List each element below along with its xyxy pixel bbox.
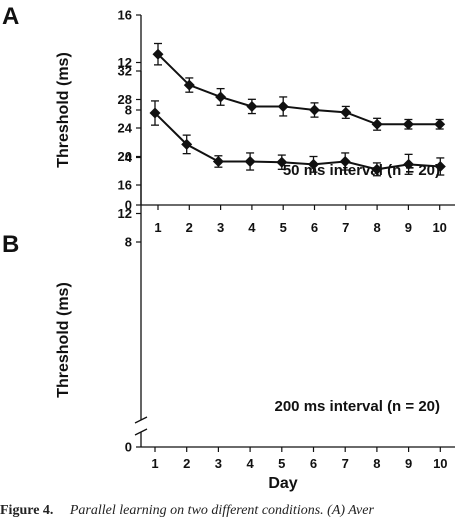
panel-a-series-line xyxy=(157,53,440,126)
panel-b-annotation: 200 ms interval (n = 20) xyxy=(275,398,441,415)
panel-a-x-tick-label: 6 xyxy=(311,220,318,235)
panel-b-axis-break-mark xyxy=(134,416,148,424)
panel-a-x-tick-label: 5 xyxy=(280,220,287,235)
figure-caption: Figure 4. Parallel learning on two diffe… xyxy=(0,501,374,517)
panel-a-data-point xyxy=(246,100,258,112)
panel-b-data-point xyxy=(149,107,161,119)
panel-b-x-tick-label: 6 xyxy=(310,456,317,471)
panel-b-y-tick-label: 16 xyxy=(118,178,132,193)
panel-a-x-tick-label: 4 xyxy=(248,220,256,235)
panel-b-series-line xyxy=(154,112,441,171)
panel-b-y-tick-label: 32 xyxy=(118,64,132,79)
panel-b-data-point xyxy=(276,156,288,168)
panel-a-x-tick-label: 2 xyxy=(186,220,193,235)
panel-a-y-tick-label: 16 xyxy=(118,8,132,23)
panel-b-data-point xyxy=(339,155,351,167)
panel-b-data-point xyxy=(434,160,446,172)
panel-a-x-tick-label: 10 xyxy=(432,220,446,235)
panel-a-data-point xyxy=(152,48,164,60)
panel-b-x-tick-label: 9 xyxy=(405,456,412,471)
panel-a-x-tick-label: 3 xyxy=(217,220,224,235)
panel-a-data-point xyxy=(309,104,320,116)
panel-a-data-point xyxy=(402,118,414,130)
panel-a-data-point xyxy=(371,118,383,130)
panel-b-y-tick-label: 8 xyxy=(125,235,132,250)
panel-a-data-point xyxy=(277,100,289,112)
panel-b-data-point xyxy=(181,138,193,150)
panel-b-x-tick-label: 1 xyxy=(151,456,158,471)
panel-b-data-point xyxy=(371,163,383,175)
panel-b-y-tick-label: 12 xyxy=(118,206,132,221)
panel-a-y-tick-label: 12 xyxy=(118,55,132,70)
panel-b-data-point xyxy=(308,158,319,170)
panel-b-data-point xyxy=(244,155,256,167)
panel-b-xlabel: Day xyxy=(268,475,297,492)
panel-b-data-point xyxy=(403,158,415,170)
caption-text: Parallel learning on two different condi… xyxy=(69,503,375,517)
panel-b-x-tick-label: 4 xyxy=(246,456,254,471)
panel-b-y-tick-label: 0 xyxy=(125,440,132,455)
panel-a-letter: A xyxy=(2,3,19,30)
panel-a-x-tick-label: 1 xyxy=(154,220,161,235)
panel-b-ylabel: Threshold (ms) xyxy=(55,282,72,398)
panel-a-x-tick-label: 7 xyxy=(342,220,349,235)
panel-b-x-tick-label: 7 xyxy=(342,456,349,471)
panel-a-y-tick-label: 4 xyxy=(125,150,133,165)
panel-b-data-point xyxy=(212,155,224,167)
caption-label: Figure 4. xyxy=(0,503,53,517)
panel-a-x-tick-label: 9 xyxy=(405,220,412,235)
panel-b-x-tick-label: 2 xyxy=(183,456,190,471)
panel-b-y-tick-label: 20 xyxy=(118,149,132,164)
panel-b-y-tick-label: 28 xyxy=(118,92,132,107)
panel-b-axis-break-mark xyxy=(134,428,148,436)
panel-a-y-tick-label: 0 xyxy=(125,198,132,213)
panel-a-data-point xyxy=(434,118,446,130)
panel-a-data-point xyxy=(215,91,227,103)
panel-b-x-tick-label: 3 xyxy=(215,456,222,471)
panel-a-x-tick-label: 8 xyxy=(373,220,380,235)
panel-b-x-tick-label: 5 xyxy=(278,456,285,471)
panel-b-x-tick-label: 10 xyxy=(433,456,447,471)
panel-a-data-point xyxy=(340,106,352,118)
panel-a-data-point xyxy=(183,79,195,91)
panel-a-ylabel: Threshold (ms) xyxy=(55,52,72,168)
panel-b-y-tick-label: 24 xyxy=(118,121,133,136)
panel-b-x-tick-label: 8 xyxy=(373,456,380,471)
panel-b-letter: B xyxy=(2,231,19,258)
panel-a-y-tick-label: 8 xyxy=(125,103,132,118)
